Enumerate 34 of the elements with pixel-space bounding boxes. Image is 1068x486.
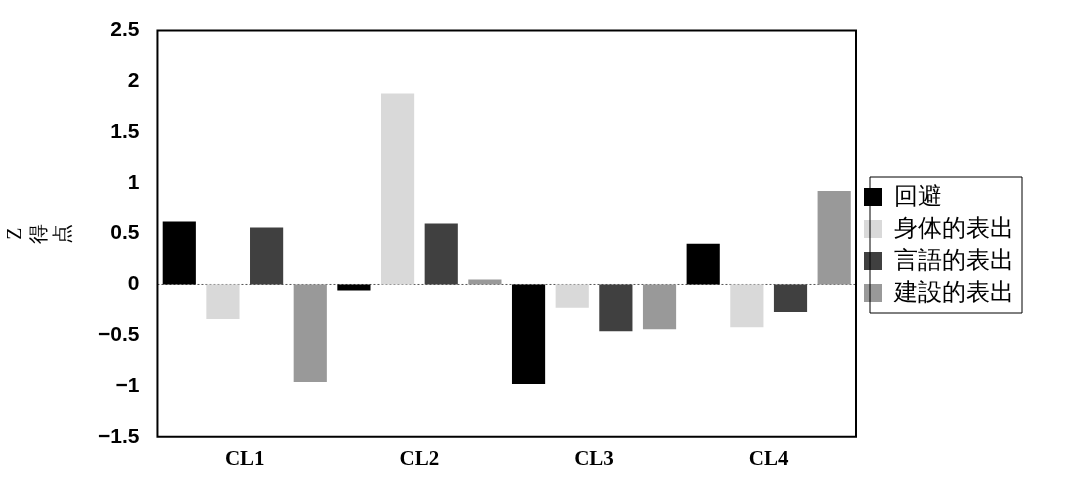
bar — [468, 279, 502, 285]
y-tick-label: 2.5 — [110, 17, 140, 41]
bar — [686, 243, 720, 285]
bar — [380, 93, 415, 285]
x-tick-label: CL2 — [399, 445, 440, 470]
y-tick-label: 0.5 — [110, 220, 140, 244]
y-tick-label: −0.5 — [97, 322, 140, 346]
bar — [511, 284, 546, 384]
legend-label: 言語的表出 — [894, 245, 1014, 273]
bar — [599, 284, 633, 332]
y-tick-label: 0 — [127, 271, 140, 295]
x-tick-label: CL1 — [224, 445, 265, 470]
y-tick-label: 1.5 — [110, 118, 140, 142]
bar — [773, 284, 808, 312]
bar — [642, 284, 677, 330]
y-axis-title: Z得点 — [3, 223, 74, 244]
legend-label: 建設的表出 — [893, 277, 1014, 305]
legend-label: 身体的表出 — [894, 213, 1014, 241]
bar — [293, 284, 327, 382]
y-tick-label: 1 — [127, 169, 140, 193]
y-tick-label: −1.5 — [97, 423, 140, 447]
bar — [206, 284, 240, 319]
y-tick-label: 2 — [127, 68, 140, 92]
bar — [555, 284, 589, 308]
y-tick-label: −1 — [115, 372, 140, 396]
bar — [337, 284, 371, 291]
x-tick-label: CL4 — [748, 445, 790, 470]
bar — [817, 191, 851, 285]
bar — [162, 221, 196, 285]
legend-label: 回避 — [894, 181, 942, 209]
bar — [250, 227, 284, 285]
bar — [730, 284, 764, 328]
x-tick-label: CL3 — [574, 445, 614, 470]
bar — [424, 223, 458, 285]
